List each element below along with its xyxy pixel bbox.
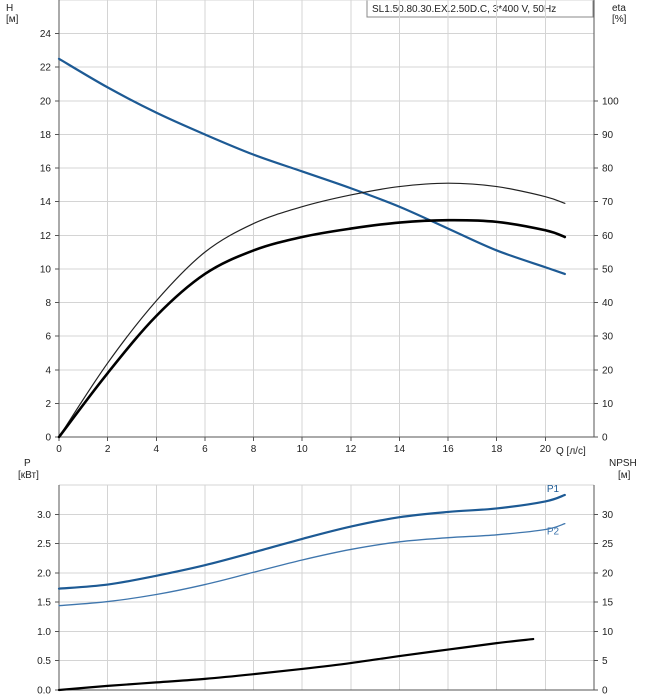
bottom-y-axis-unit: [кВт] [18, 470, 39, 481]
top-y2-tick-label: 80 [602, 164, 614, 175]
top-y2-tick-label: 20 [602, 365, 614, 376]
bottom-y2-axis-title: NPSH [609, 458, 637, 469]
bottom-y2-tick-label: 5 [602, 656, 608, 667]
top-y2-tick-label: 10 [602, 399, 614, 410]
bottom-y-tick-label: 3.0 [37, 510, 51, 521]
bottom-y2-tick-label: 30 [602, 510, 614, 521]
top-series-line-0 [57, 57, 566, 276]
top-series-line-1 [58, 182, 566, 438]
top-series-line-2 [57, 218, 567, 439]
bottom-y-tick-label: 2.0 [37, 568, 51, 579]
bottom-series-line-p2 [58, 523, 566, 607]
bottom-series-line-2 [57, 637, 535, 692]
bottom-y-tick-label: 0.5 [37, 656, 51, 667]
top-y-tick-label: 6 [45, 332, 51, 343]
top-y2-tick-label: 30 [602, 332, 614, 343]
top-x-axis-title: Q [л/с] [556, 446, 586, 457]
bottom-y2-tick-label: 15 [602, 598, 614, 609]
top-y-tick-label: 8 [45, 298, 51, 309]
bottom-y2-tick-label: 20 [602, 568, 614, 579]
top-y-axis-unit: [м] [6, 14, 19, 25]
bottom-y2-tick-label: 10 [602, 627, 614, 638]
top-x-tick-label: 0 [56, 444, 62, 455]
top-y2-tick-label: 0 [602, 433, 608, 444]
top-x-tick-label: 12 [345, 444, 357, 455]
top-y-tick-label: 20 [40, 96, 52, 107]
top-x-tick-label: 4 [153, 444, 159, 455]
top-y-tick-label: 14 [40, 197, 52, 208]
top-y-tick-label: 18 [40, 130, 52, 141]
top-y-tick-label: 22 [40, 63, 52, 74]
top-y2-tick-label: 70 [602, 197, 614, 208]
top-y-tick-label: 16 [40, 164, 52, 175]
top-y2-tick-label: 50 [602, 264, 614, 275]
top-x-tick-label: 6 [202, 444, 208, 455]
top-x-tick-label: 14 [394, 444, 406, 455]
top-y2-axis-unit: [%] [612, 14, 627, 25]
bottom-y2-tick-label: 0 [602, 686, 608, 697]
top-y-tick-label: 2 [45, 399, 51, 410]
bottom-y-tick-label: 2.5 [37, 539, 51, 550]
top-x-tick-label: 2 [105, 444, 111, 455]
top-y-tick-label: 24 [40, 29, 52, 40]
top-y2-tick-label: 100 [602, 96, 619, 107]
top-plot-area [57, 57, 567, 439]
top-x-tick-label: 16 [443, 444, 455, 455]
bottom-y-tick-label: 0.0 [37, 686, 51, 697]
top-grid: 0246810121416182022240102030405060708090… [40, 0, 619, 455]
top-x-tick-label: 20 [540, 444, 552, 455]
bottom-y2-tick-label: 25 [602, 539, 614, 550]
chart-title-box [366, 0, 594, 18]
top-x-tick-label: 8 [251, 444, 257, 455]
top-y2-tick-label: 40 [602, 298, 614, 309]
top-x-tick-label: 18 [491, 444, 503, 455]
top-y2-axis-title: eta [612, 3, 626, 14]
bottom-series-line-p1 [57, 493, 566, 590]
top-y2-tick-label: 60 [602, 231, 614, 242]
bottom-series-label-p2: P2 [547, 527, 560, 538]
bottom-y-axis-title: P [24, 458, 31, 469]
top-y2-tick-label: 90 [602, 130, 614, 141]
bottom-grid: 0.0 0.5 1.0 1.5 2.0 2.5 3.0 0 5 10 15 20 25 30 [37, 484, 614, 697]
top-x-tick-label: 10 [297, 444, 309, 455]
bottom-plot-area: P1 P2 [57, 484, 566, 692]
top-y-tick-label: 12 [40, 231, 52, 242]
bottom-y2-axis-unit: [м] [618, 470, 631, 481]
bottom-y-tick-label: 1.5 [37, 598, 51, 609]
top-y-axis-title: H [6, 3, 13, 14]
bottom-y-tick-label: 1.0 [37, 627, 51, 638]
top-y-tick-label: 10 [40, 264, 52, 275]
top-y-tick-label: 0 [45, 433, 51, 444]
chart-title: SL1.50.80.30.EX.2.50D.C, 3*400 V, 50Hz [372, 4, 556, 15]
top-y-tick-label: 4 [45, 365, 51, 376]
bottom-series-label-p1: P1 [547, 484, 560, 495]
